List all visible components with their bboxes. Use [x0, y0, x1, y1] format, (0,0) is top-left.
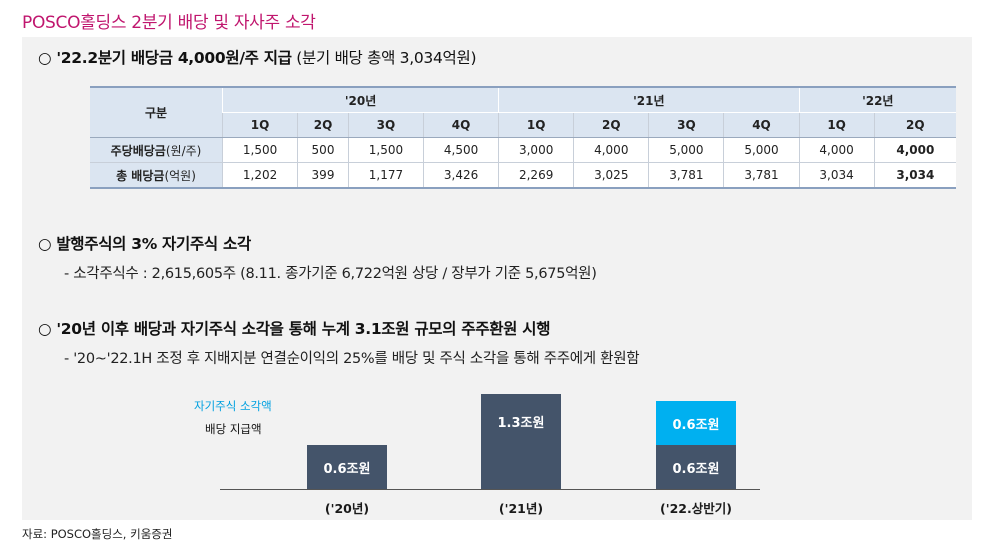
year-header: '20년	[221, 86, 499, 113]
table-cell: 1,500	[347, 137, 424, 163]
section2-sub: - 소각주식수 : 2,615,605주 (8.11. 종가기준 6,722억원…	[64, 266, 597, 282]
bar-buyback: 0.6조원	[656, 401, 736, 446]
table-row: 총 배당금(억원) 1,202 399 1,177 3,426 2,269 3,…	[90, 162, 956, 189]
table-row: 주당배당금(원/주) 1,500 500 1,500 4,500 3,000 4…	[90, 137, 956, 163]
row-label-main: 총 배당금	[116, 168, 165, 183]
x-category-label: ('22.상반기)	[660, 501, 732, 516]
table-cell: 1,177	[347, 162, 424, 189]
table-cell: 4,000	[798, 137, 875, 163]
table-cell: 4,000	[873, 137, 956, 163]
row-label-unit: (원/주)	[165, 143, 202, 158]
year-header: '21년	[498, 86, 800, 113]
section3-heading: ○ '20년 이후 배당과 자기주식 소각을 통해 누계 3.1조원 규모의 주…	[38, 317, 550, 339]
table-cell: 1,500	[221, 137, 298, 163]
section1-heading-bold: '22.2분기 배당금 4,000원/주 지급	[56, 49, 292, 67]
table-cell: 2,269	[498, 162, 574, 189]
section3-sub: - '20~'22.1H 조정 후 지배지분 연결순이익의 25%를 배당 및 …	[64, 351, 640, 367]
quarter-header: 3Q	[648, 112, 724, 138]
table-cell: 399	[297, 162, 349, 189]
chart-baseline	[220, 489, 760, 490]
quarter-header: 3Q	[347, 112, 424, 138]
bar-value-label: 0.6조원	[672, 461, 720, 477]
table-cell: 3,034	[798, 162, 875, 189]
legend-buyback: 자기주식 소각액	[194, 399, 272, 413]
x-category-label: ('21년)	[498, 501, 544, 516]
section3-heading-text: '20년 이후 배당과 자기주식 소각을 통해 누계 3.1조원 규모의 주주환…	[56, 320, 551, 338]
row-label-unit: (억원)	[164, 168, 196, 183]
table-cell: 3,781	[648, 162, 724, 189]
quarter-header: 4Q	[422, 112, 499, 138]
table-cell: 500	[297, 137, 349, 163]
page-title: POSCO홀딩스 2분기 배당 및 자사주 소각	[22, 13, 316, 33]
section2-bullet: ○	[38, 235, 52, 253]
row-label: 총 배당금(억원)	[90, 162, 223, 189]
section2-heading-text: 발행주식의 3% 자기주식 소각	[56, 235, 251, 253]
quarter-header: 2Q	[873, 112, 956, 138]
legend-dividend: 배당 지급액	[205, 422, 262, 436]
table-row-header: 구분	[90, 86, 223, 138]
year-header: '22년	[798, 86, 956, 113]
table-cell: 5,000	[723, 137, 800, 163]
bar-dividend: 0.6조원	[307, 445, 387, 489]
x-category-label: ('20년)	[324, 501, 370, 516]
dividend-table: 구분 '20년 '21년 '22년 1Q 2Q 3Q 4Q 1Q 2Q 3Q 4…	[90, 86, 956, 189]
bar-dividend: 1.3조원	[481, 394, 561, 489]
section2-heading: ○ 발행주식의 3% 자기주식 소각	[38, 232, 251, 254]
table-cell: 3,025	[573, 162, 649, 189]
quarter-header: 4Q	[723, 112, 800, 138]
bar-value-label: 0.6조원	[672, 417, 720, 433]
table-cell: 3,781	[723, 162, 800, 189]
bar-value-label: 1.3조원	[497, 416, 545, 432]
table-cell: 1,202	[221, 162, 298, 189]
table-cell: 5,000	[648, 137, 724, 163]
quarter-header: 1Q	[498, 112, 574, 138]
quarter-header: 2Q	[573, 112, 649, 138]
section1-bullet: ○	[38, 49, 52, 67]
section1-heading-light: (분기 배당 총액 3,034억원)	[291, 49, 477, 67]
bar-value-label: 0.6조원	[323, 461, 371, 477]
table-cell: 3,034	[873, 162, 956, 189]
source-note: 자료: POSCO홀딩스, 키움증권	[22, 527, 173, 541]
table-cell: 4,500	[422, 137, 499, 163]
section1-heading: ○ '22.2분기 배당금 4,000원/주 지급 (분기 배당 총액 3,03…	[38, 46, 477, 68]
row-label: 주당배당금(원/주)	[90, 137, 223, 163]
quarter-header: 1Q	[221, 112, 298, 138]
table-cell: 3,426	[422, 162, 499, 189]
section3-bullet: ○	[38, 320, 52, 338]
table-cell: 4,000	[573, 137, 649, 163]
bar-dividend: 0.6조원	[656, 445, 736, 489]
quarter-header: 2Q	[297, 112, 349, 138]
quarter-header: 1Q	[798, 112, 875, 138]
row-label-main: 주당배당금	[110, 143, 166, 158]
table-cell: 3,000	[498, 137, 574, 163]
